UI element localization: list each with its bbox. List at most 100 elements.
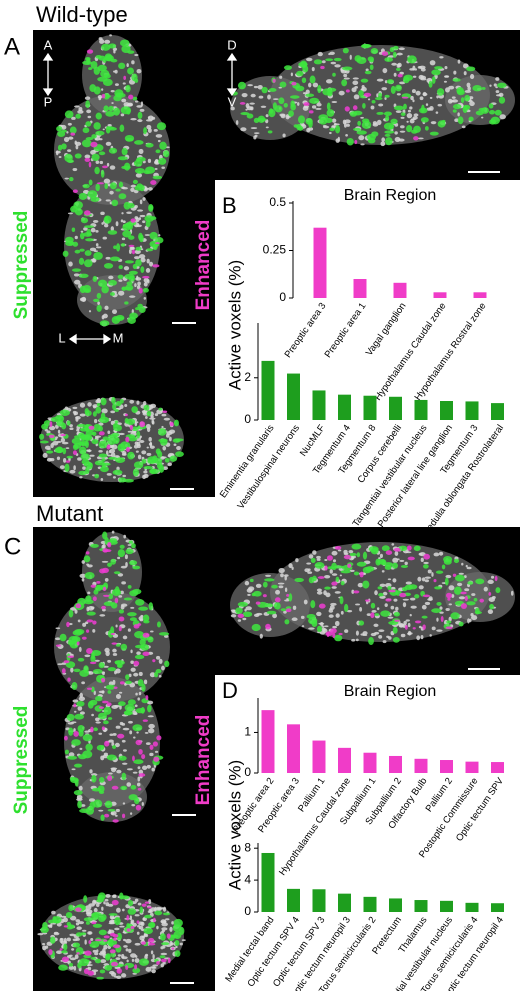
blob [81, 560, 85, 564]
blob [362, 118, 370, 124]
blob [108, 593, 114, 600]
blob [152, 264, 160, 268]
panel-letter: A [4, 33, 20, 60]
blob [385, 137, 393, 146]
blob [112, 819, 119, 823]
blob [103, 178, 111, 184]
blob [128, 244, 135, 248]
blob [141, 450, 147, 455]
blob [114, 83, 119, 87]
blob [101, 700, 109, 704]
blob [136, 105, 143, 108]
blob [399, 592, 407, 598]
blob [475, 578, 485, 585]
blob [265, 126, 269, 129]
blob [424, 601, 431, 606]
blob [385, 598, 392, 602]
blob [431, 69, 441, 76]
blob [131, 73, 138, 82]
blob [400, 116, 405, 119]
blob [358, 90, 364, 97]
blob [146, 446, 149, 449]
blob [109, 448, 116, 454]
blob [68, 622, 73, 626]
blob [436, 617, 439, 622]
blob [155, 134, 163, 138]
blob [73, 668, 81, 673]
blob [96, 246, 102, 249]
blob [67, 722, 74, 725]
blob [353, 571, 360, 576]
blob [349, 54, 352, 60]
blob [461, 562, 464, 566]
blob [324, 574, 331, 579]
blob [78, 785, 83, 791]
blob [92, 596, 97, 602]
blob [107, 124, 112, 127]
blob [165, 918, 170, 921]
blob [91, 773, 98, 776]
blob [132, 565, 141, 570]
blob [97, 892, 106, 900]
blob [324, 558, 328, 562]
blob [487, 579, 494, 585]
blob [88, 931, 92, 935]
blob [395, 84, 402, 92]
blob [90, 543, 99, 548]
blob [321, 625, 325, 628]
blob [171, 947, 175, 950]
blob [95, 399, 102, 404]
blob [308, 617, 318, 625]
blob [351, 543, 362, 550]
blob [141, 801, 144, 807]
blob [137, 697, 140, 701]
blob [466, 601, 476, 606]
blob [98, 662, 105, 669]
blob [121, 581, 126, 585]
blob [396, 558, 400, 561]
blob [109, 34, 112, 37]
blob [458, 596, 466, 600]
blob [102, 165, 108, 169]
blob [302, 92, 307, 95]
blob [115, 693, 121, 699]
blob [94, 166, 100, 175]
blob [107, 436, 117, 445]
blob [467, 581, 474, 585]
blob [102, 586, 107, 592]
blob [78, 921, 84, 925]
blob [343, 77, 350, 80]
blob [291, 81, 297, 86]
blob [367, 98, 371, 101]
blob [488, 103, 494, 109]
blob [135, 644, 146, 649]
blob [107, 541, 112, 548]
blob [60, 915, 67, 918]
y-axis-label: Active voxels (%) [225, 260, 244, 390]
blob [393, 611, 400, 617]
blob [78, 646, 82, 652]
blob [97, 95, 103, 99]
blob [176, 446, 181, 451]
blob [109, 182, 117, 190]
blob [118, 755, 127, 761]
blob [147, 115, 154, 121]
blob [490, 116, 500, 125]
blob [100, 755, 105, 761]
blob [138, 287, 143, 294]
blob [138, 306, 146, 313]
blob [70, 777, 79, 784]
blob [71, 948, 75, 951]
blob [142, 632, 150, 638]
blob [98, 809, 104, 812]
blob [104, 578, 109, 582]
blob [454, 574, 465, 582]
blob [152, 455, 158, 464]
blob [74, 710, 77, 713]
blob [278, 97, 285, 105]
blob [118, 609, 125, 614]
blob [85, 595, 92, 603]
blob [385, 550, 393, 555]
blob [70, 132, 76, 136]
blob [441, 119, 446, 123]
